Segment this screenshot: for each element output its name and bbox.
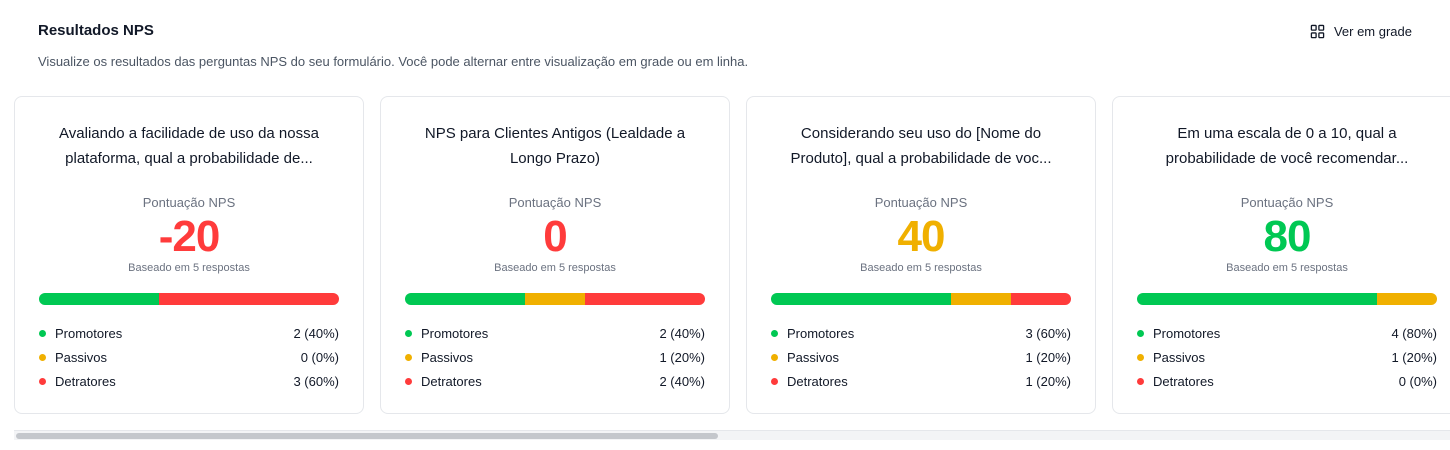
legend-value: 4 (80%) [1391, 325, 1437, 341]
promoters-segment [39, 293, 159, 305]
legend-value: 2 (40%) [659, 373, 705, 389]
nps-score-label: Pontuação NPS [142, 195, 236, 210]
nps-distribution-bar [771, 293, 1071, 305]
legend-label: Detratores [55, 373, 116, 389]
nps-card: Avaliando a facilidade de uso da nossa p… [14, 96, 364, 414]
view-grid-toggle-label: Ver em grade [1333, 23, 1412, 39]
nps-distribution-bar [1137, 293, 1437, 305]
nps-question: Em uma escala de 0 a 10, qual a probabil… [1137, 121, 1437, 171]
nps-card: NPS para Clientes Antigos (Lealdade a Lo… [380, 96, 730, 414]
page-title: Resultados NPS [38, 22, 154, 39]
nps-score-label: Pontuação NPS [874, 195, 968, 210]
legend-value: 0 (0%) [1398, 373, 1437, 389]
legend-label: Passivos [421, 349, 474, 365]
nps-distribution-bar [39, 293, 339, 305]
nps-legend: Promotores 4 (80%) Passivos 1 (20%) Detr… [1137, 321, 1437, 393]
nps-card: Considerando seu uso do [Nome do Produto… [746, 96, 1096, 414]
legend-dot-icon [771, 329, 778, 337]
legend-row: Promotores 2 (40%) [39, 321, 339, 345]
nps-based-on: Baseado em 5 respostas [128, 262, 250, 274]
detractors-segment [159, 293, 339, 305]
legend-row: Detratores 3 (60%) [39, 369, 339, 393]
nps-based-on: Baseado em 5 respostas [1226, 262, 1348, 274]
legend-label: Promotores [55, 325, 123, 341]
nps-question-text: Considerando seu uso do [Nome do Produto… [790, 125, 1052, 167]
legend-label: Passivos [787, 349, 840, 365]
nps-based-on: Baseado em 5 respostas [494, 262, 616, 274]
grid-icon [1310, 24, 1325, 38]
legend-dot-icon [405, 353, 412, 361]
nps-score: 80 [1263, 212, 1312, 261]
legend-dot-icon [39, 329, 46, 337]
nps-question: Avaliando a facilidade de uso da nossa p… [39, 121, 339, 171]
legend-value: 2 (40%) [293, 325, 339, 341]
legend-value: 3 (60%) [1025, 325, 1071, 341]
nps-header: Resultados NPS Visualize os resultados d… [38, 20, 1418, 80]
nps-legend: Promotores 3 (60%) Passivos 1 (20%) Detr… [771, 321, 1071, 393]
legend-label: Promotores [787, 325, 855, 341]
nps-distribution-bar [405, 293, 705, 305]
legend-row: Detratores 0 (0%) [1137, 369, 1437, 393]
legend-label: Promotores [1153, 325, 1221, 341]
legend-row: Promotores 2 (40%) [405, 321, 705, 345]
legend-row: Detratores 2 (40%) [405, 369, 705, 393]
legend-value: 2 (40%) [659, 325, 705, 341]
legend-value: 1 (20%) [1025, 373, 1071, 389]
legend-row: Detratores 1 (20%) [771, 369, 1071, 393]
detractors-segment [585, 293, 705, 305]
legend-label: Promotores [421, 325, 489, 341]
detractors-segment [1011, 293, 1071, 305]
legend-row: Passivos 1 (20%) [1137, 345, 1437, 369]
nps-score-label: Pontuação NPS [508, 195, 602, 210]
passives-segment [525, 293, 585, 305]
legend-value: 1 (20%) [659, 349, 705, 365]
legend-dot-icon [1137, 353, 1144, 361]
nps-card: Em uma escala de 0 a 10, qual a probabil… [1112, 96, 1450, 414]
legend-dot-icon [1137, 329, 1144, 337]
legend-dot-icon [39, 353, 46, 361]
legend-value: 3 (60%) [293, 373, 339, 389]
legend-label: Detratores [1153, 373, 1214, 389]
horizontal-scrollbar[interactable] [14, 430, 1450, 440]
promoters-segment [771, 293, 951, 305]
nps-score: 40 [897, 212, 946, 261]
nps-score: -20 [158, 212, 221, 261]
legend-dot-icon [771, 377, 778, 385]
legend-label: Detratores [421, 373, 482, 389]
nps-score: 0 [543, 212, 567, 261]
legend-label: Passivos [55, 349, 108, 365]
legend-dot-icon [1137, 377, 1144, 385]
legend-row: Passivos 1 (20%) [405, 345, 705, 369]
nps-question: Considerando seu uso do [Nome do Produto… [771, 121, 1071, 171]
legend-row: Passivos 0 (0%) [39, 345, 339, 369]
legend-row: Promotores 3 (60%) [771, 321, 1071, 345]
passives-segment [1377, 293, 1437, 305]
view-grid-toggle[interactable]: Ver em grade [1310, 20, 1412, 42]
nps-legend: Promotores 2 (40%) Passivos 1 (20%) Detr… [405, 321, 705, 393]
legend-label: Passivos [1153, 349, 1206, 365]
legend-row: Promotores 4 (80%) [1137, 321, 1437, 345]
legend-dot-icon [39, 377, 46, 385]
legend-value: 1 (20%) [1025, 349, 1071, 365]
legend-dot-icon [405, 377, 412, 385]
nps-score-label: Pontuação NPS [1240, 195, 1334, 210]
legend-value: 0 (0%) [300, 349, 339, 365]
nps-legend: Promotores 2 (40%) Passivos 0 (0%) Detra… [39, 321, 339, 393]
legend-dot-icon [405, 329, 412, 337]
legend-value: 1 (20%) [1391, 349, 1437, 365]
legend-row: Passivos 1 (20%) [771, 345, 1071, 369]
nps-question-text: Em uma escala de 0 a 10, qual a probabil… [1165, 125, 1409, 167]
legend-dot-icon [771, 353, 778, 361]
nps-question-text: Avaliando a facilidade de uso da nossa p… [59, 125, 319, 167]
nps-question: NPS para Clientes Antigos (Lealdade a Lo… [405, 121, 705, 171]
page-description: Visualize os resultados das perguntas NP… [38, 54, 749, 69]
promoters-segment [405, 293, 525, 305]
scrollbar-thumb[interactable] [16, 433, 718, 439]
nps-question-text: NPS para Clientes Antigos (Lealdade a Lo… [424, 125, 686, 167]
nps-based-on: Baseado em 5 respostas [860, 262, 982, 274]
cards-scroller[interactable]: Avaliando a facilidade de uso da nossa p… [14, 96, 1450, 418]
promoters-segment [1137, 293, 1377, 305]
legend-label: Detratores [787, 373, 848, 389]
passives-segment [951, 293, 1011, 305]
